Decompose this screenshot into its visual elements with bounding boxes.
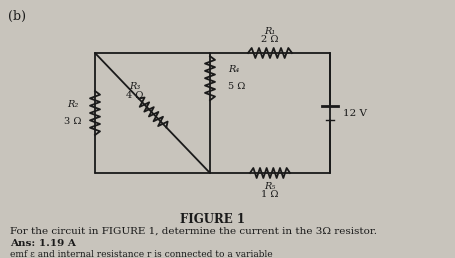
- Text: (b): (b): [8, 10, 26, 23]
- Text: 12 V: 12 V: [343, 109, 367, 117]
- Text: For the circuit in FIGURE 1, determine the current in the 3Ω resistor.: For the circuit in FIGURE 1, determine t…: [10, 227, 377, 236]
- Text: 3 Ω: 3 Ω: [64, 117, 82, 126]
- Text: 2 Ω: 2 Ω: [261, 35, 279, 44]
- Text: R₃: R₃: [129, 82, 140, 91]
- Text: R₁: R₁: [264, 27, 276, 36]
- Text: emf ε and internal resistance r is connected to a variable: emf ε and internal resistance r is conne…: [10, 250, 273, 258]
- Text: R₂: R₂: [67, 100, 79, 109]
- Text: 1 Ω: 1 Ω: [261, 190, 279, 199]
- Text: 5 Ω: 5 Ω: [228, 82, 245, 91]
- Text: 4 Ω: 4 Ω: [126, 91, 143, 100]
- Text: FIGURE 1: FIGURE 1: [180, 213, 245, 226]
- Text: Ans: 1.19 A: Ans: 1.19 A: [10, 239, 76, 248]
- Text: R₄: R₄: [228, 65, 239, 74]
- Text: R₅: R₅: [264, 182, 276, 191]
